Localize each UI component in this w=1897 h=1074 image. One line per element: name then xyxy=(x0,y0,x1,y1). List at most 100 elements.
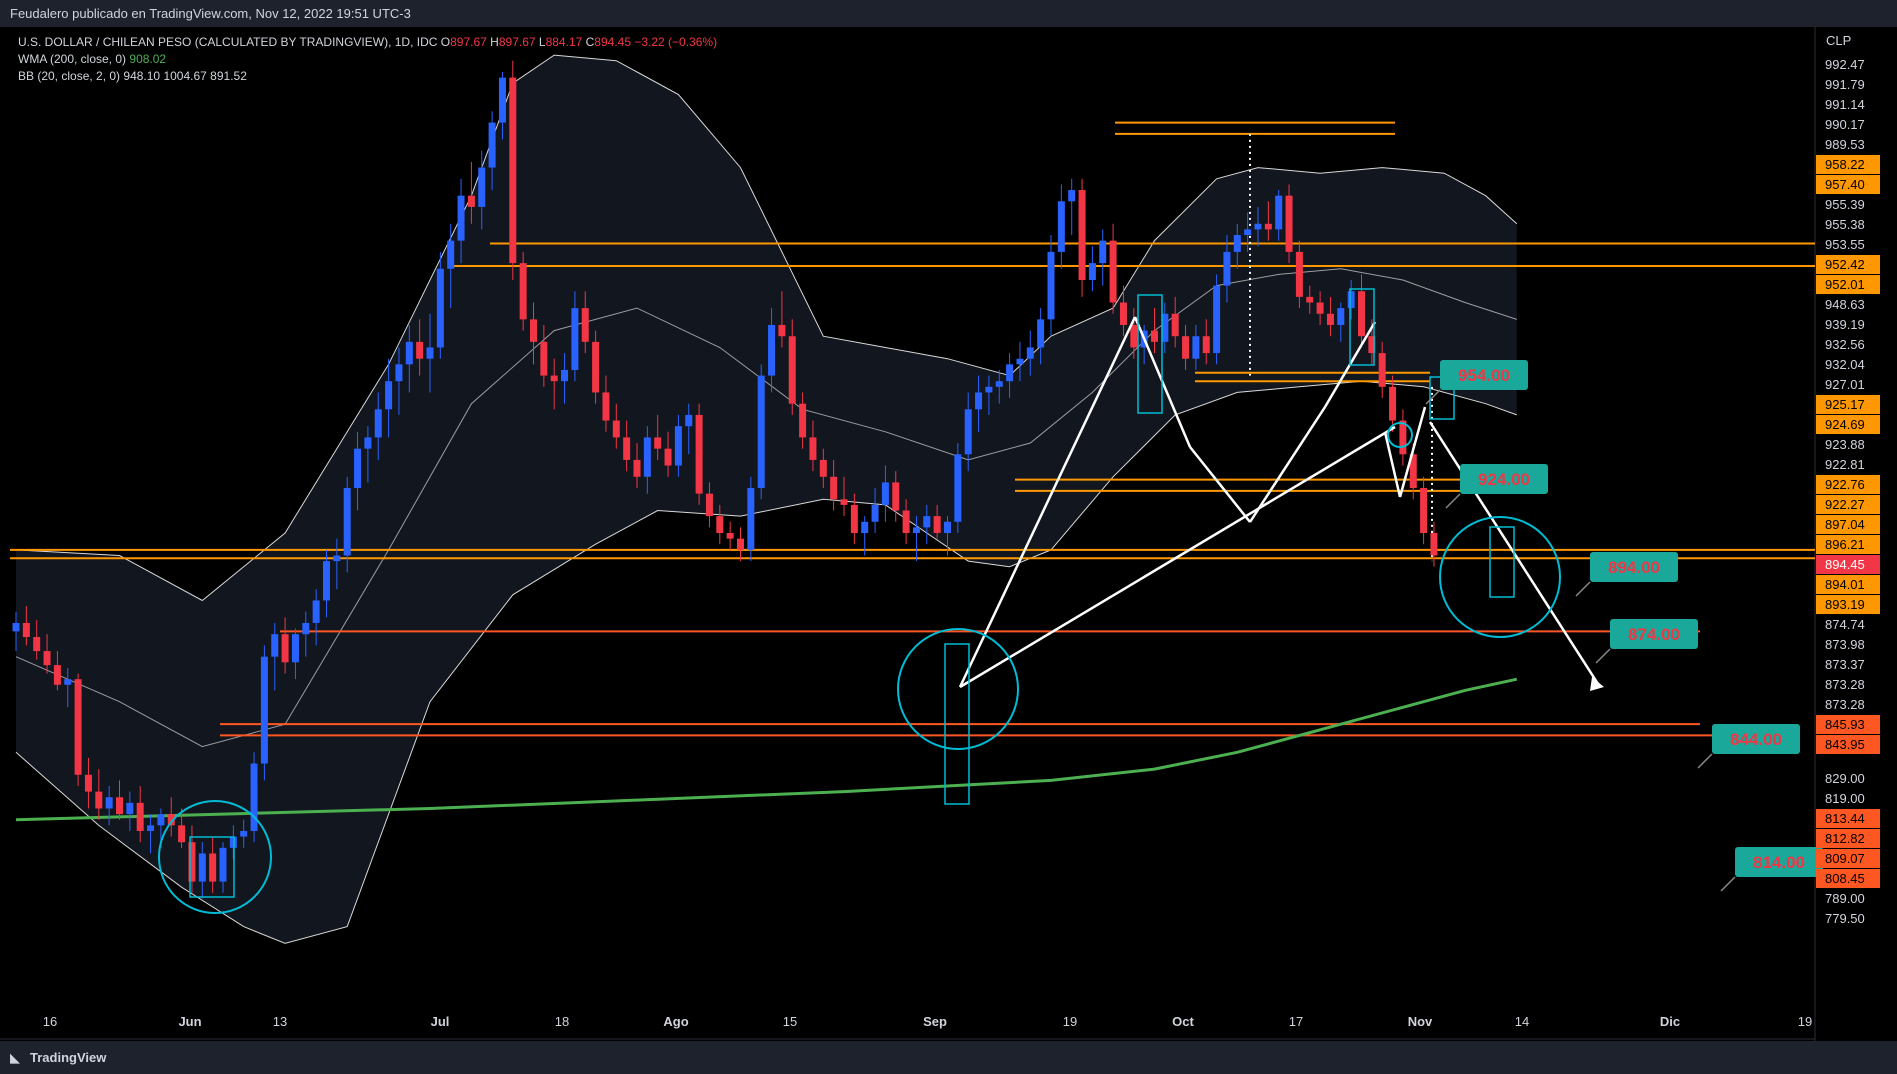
price-axis-label: 957.40 xyxy=(1825,177,1865,192)
target-pointer-4 xyxy=(1697,753,1713,769)
candle-body xyxy=(530,319,537,342)
candle-body xyxy=(830,476,838,500)
time-axis-label: Sep xyxy=(923,1014,947,1029)
candle-body xyxy=(281,634,289,663)
price-axis-label: 932.04 xyxy=(1825,357,1865,372)
candle-body xyxy=(695,414,703,494)
price-axis-label: 991.14 xyxy=(1825,97,1865,112)
price-axis-label: 927.01 xyxy=(1825,377,1865,392)
candle-body xyxy=(737,538,744,550)
price-chart[interactable]: 954.00 924.00 894.00 874.00 844.00 814.00 992.… xyxy=(0,27,1897,1041)
candle-body xyxy=(385,381,393,410)
bollinger-basis-line xyxy=(15,268,1517,748)
candle-body xyxy=(685,414,693,427)
price-tag-bg-37 xyxy=(1816,809,1880,828)
candle-body xyxy=(188,842,196,882)
tradingview-logo-icon: ◣ xyxy=(10,1050,20,1065)
pattern-line-7 xyxy=(1398,406,1427,498)
candle-body xyxy=(602,392,610,421)
candle-body xyxy=(726,533,734,539)
candle-body xyxy=(964,409,972,455)
candle-body xyxy=(944,521,951,533)
legend-low-label: L xyxy=(538,35,546,49)
price-axis-label: 874.74 xyxy=(1825,617,1865,632)
target-label-2: 894.00 xyxy=(1608,558,1660,577)
candle-body xyxy=(1430,533,1438,556)
publisher-bar: Feudalero publicado en TradingView.com, … xyxy=(0,0,1897,27)
time-axis-label: Oct xyxy=(1172,1014,1194,1029)
candle-body xyxy=(1337,308,1345,325)
legend-bb-row: BB (20, close, 2, 0) 948.10 1004.67 891.… xyxy=(18,68,717,85)
candle-body xyxy=(467,195,475,207)
candle-body xyxy=(933,516,941,533)
price-axis-label: 873.37 xyxy=(1825,657,1865,672)
target-label-1: 924.00 xyxy=(1478,470,1530,489)
bollinger-upper-line xyxy=(15,54,1518,602)
candle-body xyxy=(1368,336,1376,354)
price-axis-label: 808.45 xyxy=(1825,871,1865,886)
candle-body xyxy=(167,814,175,826)
price-axis-label: 958.22 xyxy=(1825,157,1865,172)
candle-body xyxy=(436,268,444,348)
candle-body xyxy=(354,448,362,489)
candle-body xyxy=(374,409,382,438)
price-tag-bg-10 xyxy=(1816,255,1880,274)
candle-body xyxy=(105,797,113,809)
price-axis-label: 809.07 xyxy=(1825,851,1865,866)
candle-body xyxy=(861,521,869,533)
candle-body xyxy=(985,386,993,393)
price-tag-bg-25 xyxy=(1816,555,1880,574)
price-axis-label: 925.17 xyxy=(1825,397,1865,412)
candle-body xyxy=(1420,488,1428,533)
candle-body xyxy=(84,774,92,792)
legend-close-value: 894.45 xyxy=(594,35,631,49)
price-axis-label: 922.27 xyxy=(1825,497,1865,512)
candle-body xyxy=(840,499,848,505)
candle-body xyxy=(633,459,641,477)
publisher-text: Feudalero publicado en TradingView.com, … xyxy=(10,6,411,21)
candle-body xyxy=(53,665,61,685)
candle-body xyxy=(116,797,123,815)
candle-body xyxy=(809,437,817,460)
candle-body xyxy=(95,791,103,809)
candle-body xyxy=(571,308,579,370)
price-axis-label: 829.00 xyxy=(1825,771,1865,786)
candle-body xyxy=(291,634,299,663)
legend-close-label: C xyxy=(585,35,595,49)
candle-body xyxy=(488,122,496,168)
target-pointer-1 xyxy=(1445,493,1461,509)
price-tag-bg-26 xyxy=(1816,575,1880,594)
legend-high-label: H xyxy=(490,35,499,49)
target-label-3: 874.00 xyxy=(1628,625,1680,644)
price-tag-bg-17 xyxy=(1816,395,1880,414)
candle-body xyxy=(519,263,527,320)
candle-body xyxy=(1057,201,1065,252)
price-axis-label: 939.19 xyxy=(1825,317,1865,332)
price-tag-bg-5 xyxy=(1816,155,1880,174)
price-tag-bg-18 xyxy=(1816,415,1880,434)
price-axis-label: 990.17 xyxy=(1825,117,1865,132)
legend-open-value: 897.67 xyxy=(450,35,487,49)
candle-body xyxy=(1285,195,1293,252)
legend-bb-label: BB (20, close, 2, 0) xyxy=(18,69,121,83)
legend-bb-basis: 948.10 xyxy=(123,69,161,83)
candle-body xyxy=(1378,353,1386,387)
candle-body xyxy=(581,308,589,342)
target-box-5 xyxy=(1735,847,1823,877)
highlight-box-1 xyxy=(944,643,970,805)
tradingview-logo[interactable]: ◣ TradingView xyxy=(10,1041,106,1074)
candle-body xyxy=(1295,251,1303,297)
pattern-line-5 xyxy=(959,425,1396,689)
candle-body xyxy=(457,195,465,241)
price-axis-label: 845.93 xyxy=(1825,717,1865,732)
price-axis-label: 897.04 xyxy=(1825,517,1865,532)
candle-body xyxy=(1088,263,1096,280)
candle-body xyxy=(1068,190,1076,202)
time-axis-label: 14 xyxy=(1515,1014,1529,1029)
legend-wma-label: WMA (200, close, 0) xyxy=(18,52,127,66)
price-axis-label: 991.79 xyxy=(1825,77,1865,92)
candle-body xyxy=(302,622,310,635)
candle-body xyxy=(550,375,558,382)
candle-body xyxy=(447,240,455,269)
currency-label[interactable]: CLP xyxy=(1826,33,1852,48)
